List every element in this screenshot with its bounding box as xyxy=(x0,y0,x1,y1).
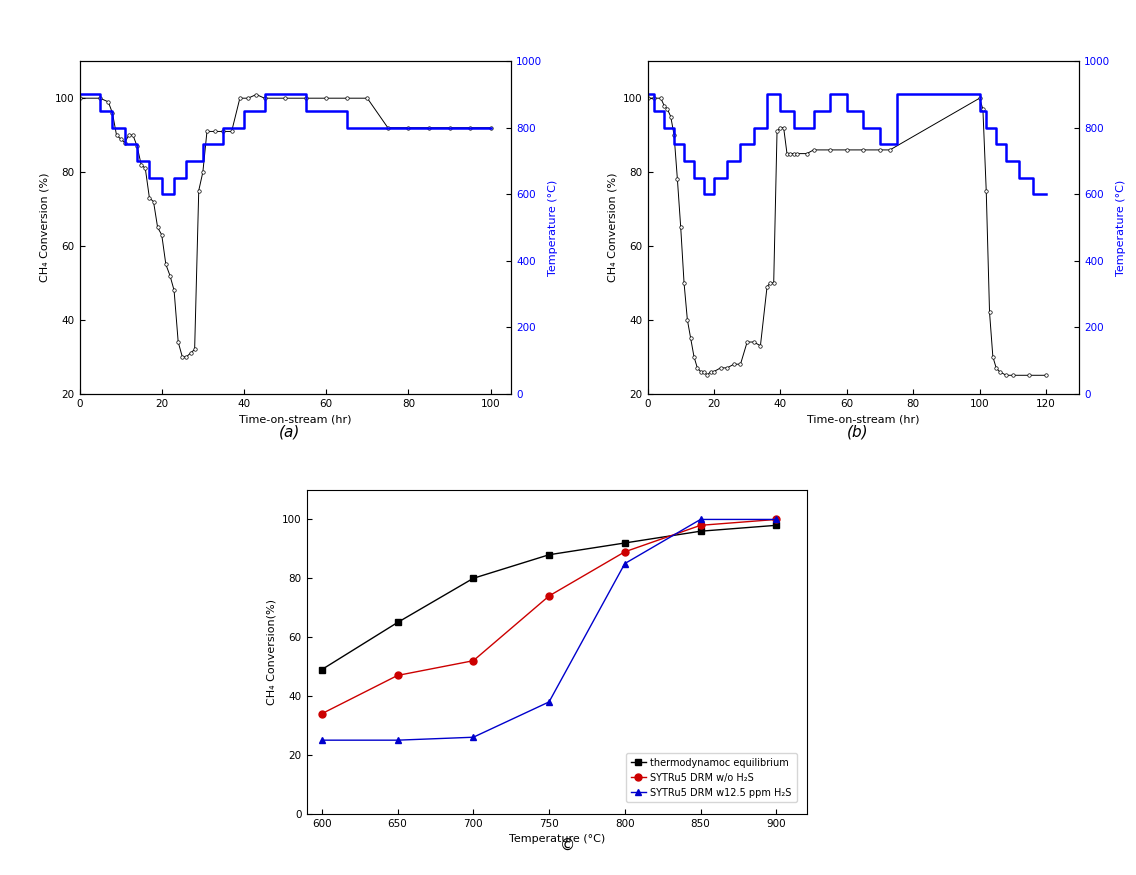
thermodynamoc equilibrium xyxy=(315,664,328,675)
SYTRu5 DRM w12.5 ppm H₂S xyxy=(315,735,328,746)
SYTRu5 DRM w/o H₂S xyxy=(391,670,404,681)
thermodynamoc equilibrium xyxy=(391,617,404,627)
thermodynamoc equilibrium xyxy=(769,520,783,530)
SYTRu5 DRM w/o H₂S xyxy=(694,520,708,530)
SYTRu5 DRM w/o H₂S xyxy=(618,547,632,557)
Text: (b): (b) xyxy=(846,424,869,439)
X-axis label: Time-on-stream (hr): Time-on-stream (hr) xyxy=(807,414,920,424)
SYTRu5 DRM w/o H₂S xyxy=(542,591,556,601)
Y-axis label: CH₄ Conversion (%): CH₄ Conversion (%) xyxy=(608,172,618,283)
Y-axis label: Temperature (°C): Temperature (°C) xyxy=(548,179,558,276)
SYTRu5 DRM w12.5 ppm H₂S xyxy=(618,558,632,569)
Y-axis label: CH₄ Conversion (%): CH₄ Conversion (%) xyxy=(40,172,50,283)
SYTRu5 DRM w12.5 ppm H₂S xyxy=(467,732,481,743)
Line: thermodynamoc equilibrium: thermodynamoc equilibrium xyxy=(318,522,779,673)
Text: (a): (a) xyxy=(279,424,300,439)
Legend: thermodynamoc equilibrium, SYTRu5 DRM w/o H₂S, SYTRu5 DRM w12.5 ppm H₂S: thermodynamoc equilibrium, SYTRu5 DRM w/… xyxy=(626,753,796,802)
SYTRu5 DRM w/o H₂S xyxy=(315,709,328,719)
X-axis label: Time-on-stream (hr): Time-on-stream (hr) xyxy=(239,414,352,424)
Line: SYTRu5 DRM w/o H₂S: SYTRu5 DRM w/o H₂S xyxy=(318,516,779,718)
SYTRu5 DRM w/o H₂S xyxy=(467,655,481,666)
SYTRu5 DRM w12.5 ppm H₂S xyxy=(769,514,783,525)
thermodynamoc equilibrium xyxy=(542,550,556,560)
Line: SYTRu5 DRM w12.5 ppm H₂S: SYTRu5 DRM w12.5 ppm H₂S xyxy=(318,516,779,744)
SYTRu5 DRM w/o H₂S xyxy=(769,514,783,525)
thermodynamoc equilibrium xyxy=(467,573,481,584)
SYTRu5 DRM w12.5 ppm H₂S xyxy=(391,735,404,746)
thermodynamoc equilibrium xyxy=(618,538,632,549)
X-axis label: Temperature (°C): Temperature (°C) xyxy=(509,834,604,844)
Y-axis label: Temperature (°C): Temperature (°C) xyxy=(1116,179,1126,276)
Text: ©: © xyxy=(560,838,576,853)
thermodynamoc equilibrium xyxy=(694,526,708,536)
Y-axis label: CH₄ Conversion(%): CH₄ Conversion(%) xyxy=(267,598,277,705)
SYTRu5 DRM w12.5 ppm H₂S xyxy=(694,514,708,525)
SYTRu5 DRM w12.5 ppm H₂S xyxy=(542,696,556,707)
